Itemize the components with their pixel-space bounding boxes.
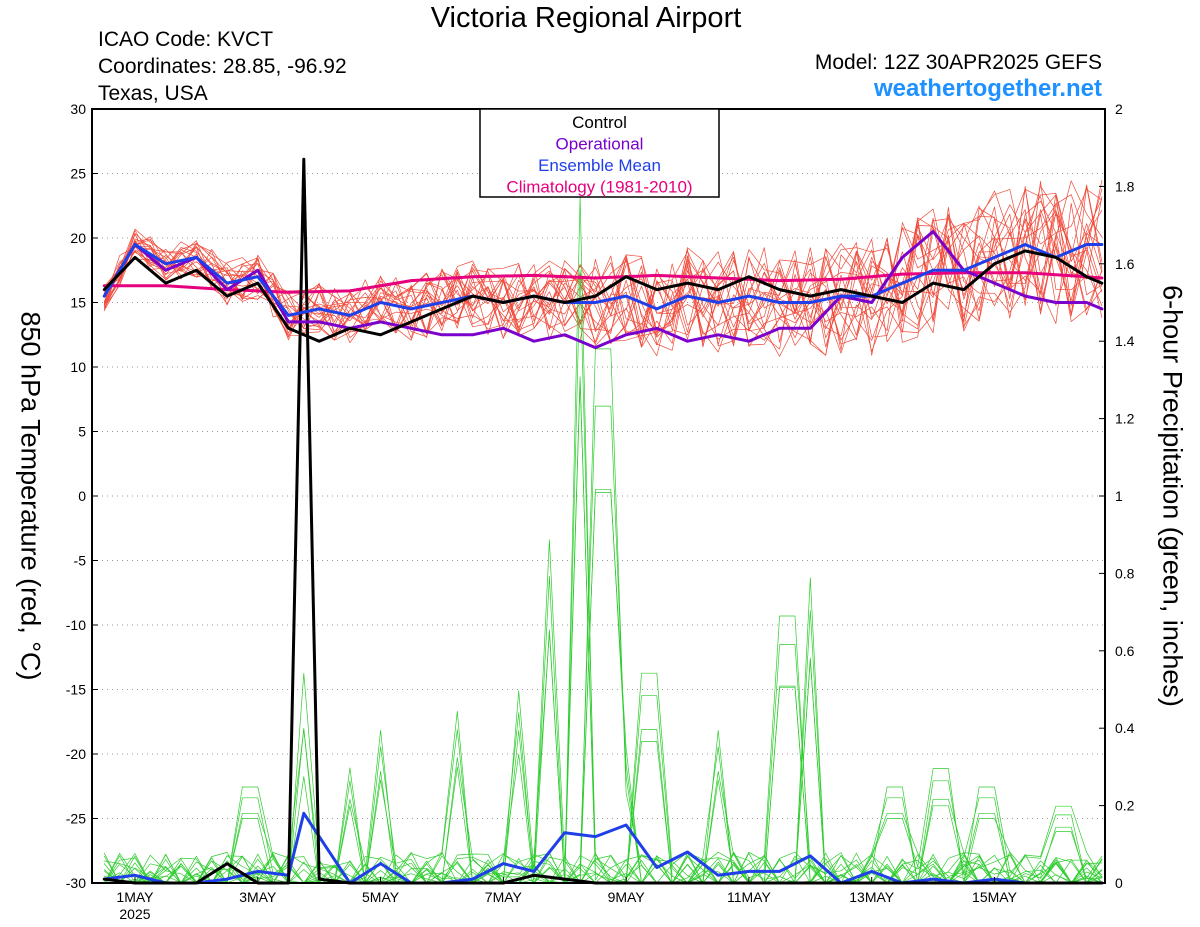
chart-title: Victoria Regional Airport bbox=[430, 2, 742, 34]
ensemble-member-precip bbox=[103, 576, 1103, 884]
x-tick-label: 7MAY bbox=[485, 889, 523, 905]
ensemble-member-precip bbox=[103, 685, 1103, 884]
x-tick-label: 15MAY bbox=[972, 889, 1018, 905]
x-tick-label: 1MAY bbox=[116, 889, 154, 905]
precip-ensemble-mean-line bbox=[102, 811, 1104, 885]
ensemble-member-precip bbox=[103, 672, 1103, 884]
y-tick-label-right: 1.4 bbox=[1115, 333, 1135, 349]
ensemble-member-precip bbox=[103, 644, 1103, 884]
legend-entry: Control bbox=[572, 113, 627, 132]
ensemble-member-temp bbox=[103, 203, 1103, 354]
y-tick-label-left: 5 bbox=[78, 424, 86, 440]
y-tick-label-right: 1.6 bbox=[1115, 256, 1135, 272]
coordinates: Coordinates: 28.85, -96.92 bbox=[98, 55, 347, 78]
ensemble-member-precip bbox=[103, 629, 1103, 884]
ensemble-member-precip bbox=[103, 380, 1103, 884]
y-tick-label-right: 0.4 bbox=[1115, 720, 1135, 736]
ensemble-member-precip bbox=[103, 615, 1103, 884]
y-tick-label-left: -5 bbox=[74, 553, 87, 569]
ensemble-mean-temp-line bbox=[102, 243, 1104, 317]
x-tick-label: 5MAY bbox=[362, 889, 400, 905]
ensemble-member-precip bbox=[103, 539, 1103, 884]
y-tick-label-left: -20 bbox=[66, 746, 86, 762]
location: Texas, USA bbox=[98, 82, 208, 105]
control-temp-line bbox=[102, 249, 1104, 343]
x-tick-label: 13MAY bbox=[849, 889, 895, 905]
y-axis-label-left: 850 hPa Temperature (red, °C) bbox=[15, 311, 46, 681]
y-tick-label-left: 30 bbox=[70, 101, 86, 117]
y-tick-label-left: -30 bbox=[66, 875, 86, 891]
tick-labels: -30-25-20-15-10-505101520253000.20.40.60… bbox=[66, 101, 1135, 922]
y-tick-label-right: 0.8 bbox=[1115, 565, 1135, 581]
y-tick-label-right: 0.6 bbox=[1115, 643, 1135, 659]
ensemble-member-precip bbox=[103, 610, 1103, 884]
y-tick-label-right: 0.2 bbox=[1115, 798, 1135, 814]
y-tick-label-left: 0 bbox=[78, 488, 86, 504]
ensemble-member-precip bbox=[103, 657, 1103, 884]
y-tick-label-right: 2 bbox=[1115, 101, 1123, 117]
y-tick-label-left: 10 bbox=[70, 359, 86, 375]
ensemble-member-precip bbox=[103, 195, 1103, 884]
y-tick-label-left: 20 bbox=[70, 230, 86, 246]
ensemble-member-temp bbox=[103, 202, 1103, 356]
legend-entry: Operational bbox=[556, 135, 644, 154]
y-tick-label-left: 25 bbox=[70, 166, 86, 182]
model-run: Model: 12Z 30APR2025 GEFS bbox=[814, 51, 1102, 74]
y-tick-label-right: 1 bbox=[1115, 488, 1123, 504]
y-tick-label-left: -25 bbox=[66, 811, 86, 827]
y-tick-label-right: 1.2 bbox=[1115, 411, 1135, 427]
ensemble-member-precip bbox=[103, 577, 1103, 884]
y-tick-label-left: -10 bbox=[66, 617, 86, 633]
ensemble-member-precip bbox=[103, 659, 1103, 884]
legend: Control Operational Ensemble Mean Climatolo… bbox=[479, 108, 720, 198]
y-tick-label-left: 15 bbox=[70, 295, 86, 311]
icao-code: ICAO Code: KVCT bbox=[98, 28, 274, 51]
ensemble-member-precip bbox=[103, 631, 1103, 884]
x-tick-label: 3MAY bbox=[239, 889, 277, 905]
y-axis-label-right: 6-hour Precipitation (green, inches) bbox=[1157, 285, 1188, 707]
y-tick-label-left: -15 bbox=[66, 682, 86, 698]
site-link[interactable]: weathertogether.net bbox=[873, 75, 1102, 102]
ensemble-member-precip bbox=[103, 488, 1103, 884]
x-tick-label: 9MAY bbox=[608, 889, 646, 905]
x-tick-label: 11MAY bbox=[727, 889, 771, 905]
legend-entry: Climatology (1981-2010) bbox=[506, 178, 692, 197]
ensemble-member-precip bbox=[103, 269, 1103, 884]
ensemble-member-precip bbox=[103, 376, 1103, 884]
legend-entry: Ensemble Mean bbox=[538, 156, 661, 175]
legend-box bbox=[479, 108, 720, 198]
ensemble-member-temp bbox=[103, 211, 1103, 350]
y-tick-label-right: 0 bbox=[1115, 875, 1123, 891]
ensemble-member-temp bbox=[103, 186, 1103, 344]
ensemble-member-precip bbox=[103, 492, 1103, 884]
y-tick-label-right: 1.8 bbox=[1115, 178, 1135, 194]
x-tick-sublabel: 2025 bbox=[119, 906, 150, 922]
